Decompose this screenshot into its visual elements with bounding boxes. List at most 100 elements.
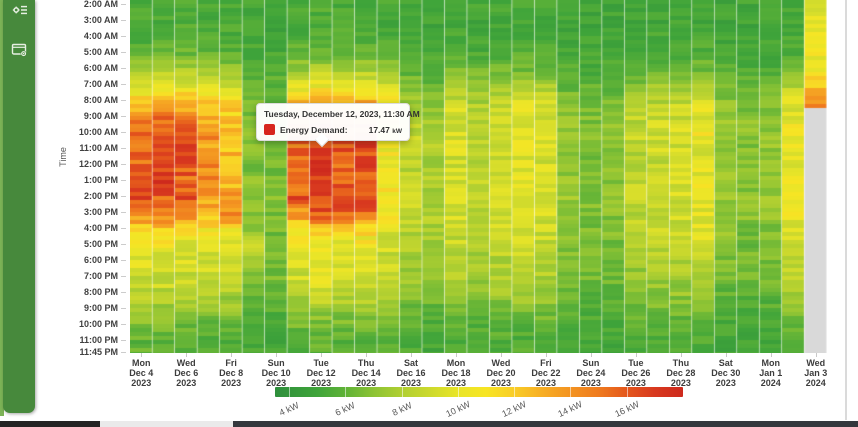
y-axis-tick-label: 10:00 AM xyxy=(78,126,118,137)
y-axis-tick-label: 7:00 PM xyxy=(83,270,118,281)
y-axis-tick-label: 3:00 PM xyxy=(83,206,118,217)
x-axis-tick xyxy=(141,353,143,357)
x-axis-tick-label: Mon Jan 1 2024 xyxy=(759,358,783,388)
x-axis-tick-label: Tue Dec 12 2023 xyxy=(306,358,336,388)
legend-tick-label: 14 kW xyxy=(556,399,585,419)
x-axis-tick xyxy=(456,353,458,357)
legend-tick-label: 12 kW xyxy=(500,399,528,419)
y-axis-tick xyxy=(121,352,126,353)
x-axis-tick xyxy=(815,353,817,357)
y-axis-tick-label: 12:00 PM xyxy=(78,158,118,169)
series-swatch xyxy=(264,124,275,135)
legend-gradient-bar[interactable] xyxy=(275,387,683,397)
sidebar xyxy=(3,0,35,413)
bottom-edge-light-segment xyxy=(100,421,233,427)
y-axis-tick-label: 8:00 PM xyxy=(83,286,118,297)
y-axis-tick-label: 4:00 PM xyxy=(83,222,118,233)
y-axis-tick-label: 11:45 PM xyxy=(79,346,118,357)
vertical-scrollbar[interactable] xyxy=(845,0,847,420)
sidebar-accent-edge xyxy=(0,0,4,416)
x-axis-tick-label: Thu Dec 14 2023 xyxy=(351,358,381,388)
x-axis-tick xyxy=(770,353,772,357)
y-axis-tick-label: 6:00 AM xyxy=(83,62,118,73)
color-legend[interactable]: 4 kW 6 kW 8 kW 10 kW 12 kW 14 kW 16 kW xyxy=(275,387,683,421)
x-axis-tick xyxy=(635,353,637,357)
y-axis-tick-label: 11:00 AM xyxy=(79,142,118,153)
y-axis-tick xyxy=(121,148,126,149)
y-axis-tick-label: 7:00 AM xyxy=(83,78,118,89)
x-axis-tick-label: Thu Dec 28 2023 xyxy=(666,358,696,388)
y-axis-tick-label: 9:00 PM xyxy=(83,302,118,313)
x-axis-tick-label: Wed Dec 6 2023 xyxy=(174,358,199,388)
legend-tick-label: 16 kW xyxy=(613,399,641,419)
tooltip-value: 17.47 kW xyxy=(368,124,402,135)
y-axis-tick xyxy=(121,276,126,277)
bottom-window-edge xyxy=(0,421,858,427)
y-axis-tick-label: 6:00 PM xyxy=(83,254,118,265)
x-axis-tick xyxy=(231,353,233,357)
y-axis-tick xyxy=(121,212,126,213)
x-axis-tick-label: Sat Dec 30 2023 xyxy=(711,358,741,388)
y-axis-tick-label: 5:00 AM xyxy=(83,46,118,57)
x-axis-tick-label: Wed Jan 3 2024 xyxy=(804,358,828,388)
y-axis-tick-label: 1:00 PM xyxy=(83,174,118,185)
x-axis-tick-label: Sat Dec 16 2023 xyxy=(396,358,426,388)
y-axis-tick xyxy=(121,260,126,261)
y-axis-tick xyxy=(121,20,126,21)
legend-tick-label: 8 kW xyxy=(390,400,414,418)
y-axis-tick xyxy=(121,292,126,293)
y-axis-tick-label: 2:00 PM xyxy=(83,190,118,201)
x-axis-tick xyxy=(366,353,368,357)
y-axis-tick xyxy=(121,244,126,245)
y-axis-tick xyxy=(121,180,126,181)
x-axis-tick xyxy=(725,353,727,357)
x-axis-tick-label: Fri Dec 8 2023 xyxy=(219,358,244,388)
x-axis-tick xyxy=(680,353,682,357)
y-axis-tick-label: 9:00 AM xyxy=(83,110,118,121)
gear-list-icon[interactable] xyxy=(11,2,29,20)
y-axis-tick xyxy=(121,4,126,5)
y-axis-tick xyxy=(121,340,126,341)
x-axis-tick-label: Mon Dec 18 2023 xyxy=(441,358,471,388)
legend-tick xyxy=(514,387,516,397)
y-axis-tick xyxy=(121,324,126,325)
legend-tick xyxy=(289,387,291,397)
window-gear-icon[interactable] xyxy=(11,41,29,59)
x-axis-tick xyxy=(500,353,502,357)
x-axis-tick xyxy=(590,353,592,357)
tooltip-title: Tuesday, December 12, 2023, 11:30 AM xyxy=(264,109,420,119)
x-axis-tick-label: Tue Dec 26 2023 xyxy=(621,358,651,388)
y-axis-tick-label: 8:00 AM xyxy=(83,94,118,105)
x-axis-tick xyxy=(276,353,278,357)
tooltip-row: Energy Demand: 17.47 kW xyxy=(264,124,402,135)
y-axis-tick-label: 2:00 AM xyxy=(83,0,118,9)
tooltip: Tuesday, December 12, 2023, 11:30 AM Ene… xyxy=(256,103,420,148)
x-axis-tick-label: Wed Dec 20 2023 xyxy=(486,358,516,388)
y-axis: 2:00 AM 3:00 AM 4:00 AM 5:00 AM 6:00 AM 7:00 … xyxy=(0,0,128,365)
x-axis-tick xyxy=(186,353,188,357)
x-axis-tick xyxy=(321,353,323,357)
x-axis: Mon Dec 4 2023 Wed Dec 6 2023 Fri Dec 8 2023 Sun D… xyxy=(0,353,858,393)
y-axis-tick xyxy=(121,164,126,165)
y-axis-tick xyxy=(121,84,126,85)
heatmap-canvas[interactable] xyxy=(130,0,827,353)
legend-tick xyxy=(345,387,347,397)
y-axis-tick-label: 10:00 PM xyxy=(78,318,118,329)
y-axis-tick xyxy=(121,308,126,309)
y-axis-tick xyxy=(121,116,126,117)
y-axis-tick-label: 3:00 AM xyxy=(83,14,118,25)
legend-tick xyxy=(570,387,572,397)
y-axis-tick xyxy=(121,36,126,37)
y-axis-tick xyxy=(121,196,126,197)
y-axis-tick xyxy=(121,100,126,101)
x-axis-tick-label: Mon Dec 4 2023 xyxy=(129,358,154,388)
x-axis-tick-label: Fri Dec 22 2023 xyxy=(531,358,561,388)
y-axis-tick xyxy=(121,228,126,229)
bottom-edge-dark-segment xyxy=(0,421,100,427)
y-axis-tick xyxy=(121,132,126,133)
legend-tick xyxy=(626,387,628,397)
y-axis-tick-label: 11:00 PM xyxy=(79,334,118,345)
y-axis-tick xyxy=(121,68,126,69)
tooltip-series-label: Energy Demand: xyxy=(280,124,348,135)
